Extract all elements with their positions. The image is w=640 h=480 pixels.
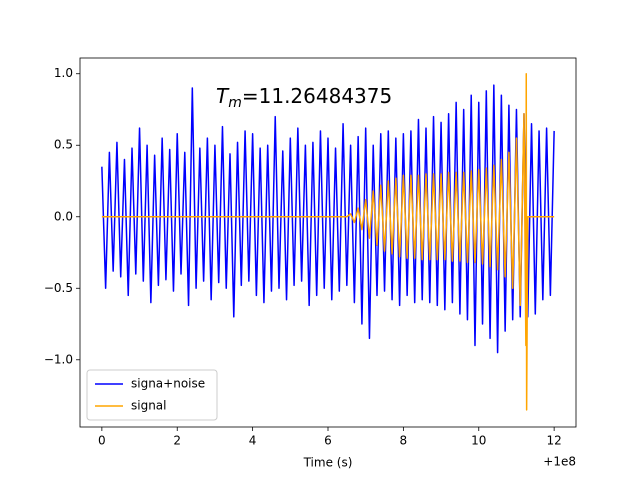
x-tick-label: 6 — [324, 434, 332, 448]
x-tick-label: 0 — [98, 434, 106, 448]
annotation-subscript: m — [228, 95, 242, 111]
annotation-symbol: T — [216, 84, 230, 108]
y-tick-label: 1.0 — [54, 66, 73, 80]
annotation-text: =11.26484375 — [242, 84, 392, 108]
series-line — [101, 72, 555, 411]
x-tick-label: 8 — [400, 434, 408, 448]
y-tick-label: 0.5 — [54, 138, 73, 152]
x-axis-label: Time (s) — [303, 456, 353, 470]
x-tick-label: 10 — [471, 434, 486, 448]
annotation: Tm=11.26484375 — [216, 84, 392, 112]
legend-box — [86, 369, 218, 421]
x-offset-label: +1e8 — [543, 455, 576, 469]
plot-area — [101, 72, 555, 411]
x-tick-label: 12 — [546, 434, 561, 448]
x-tick-label: 2 — [173, 434, 181, 448]
y-tick-label: 0.0 — [54, 209, 73, 223]
y-tick-label: −0.5 — [44, 281, 73, 295]
y-tick-label: −1.0 — [44, 352, 73, 366]
series-line — [101, 84, 555, 354]
legend-label: signa+noise — [131, 377, 205, 391]
legend-label: signal — [131, 399, 167, 413]
x-tick-label: 4 — [249, 434, 257, 448]
